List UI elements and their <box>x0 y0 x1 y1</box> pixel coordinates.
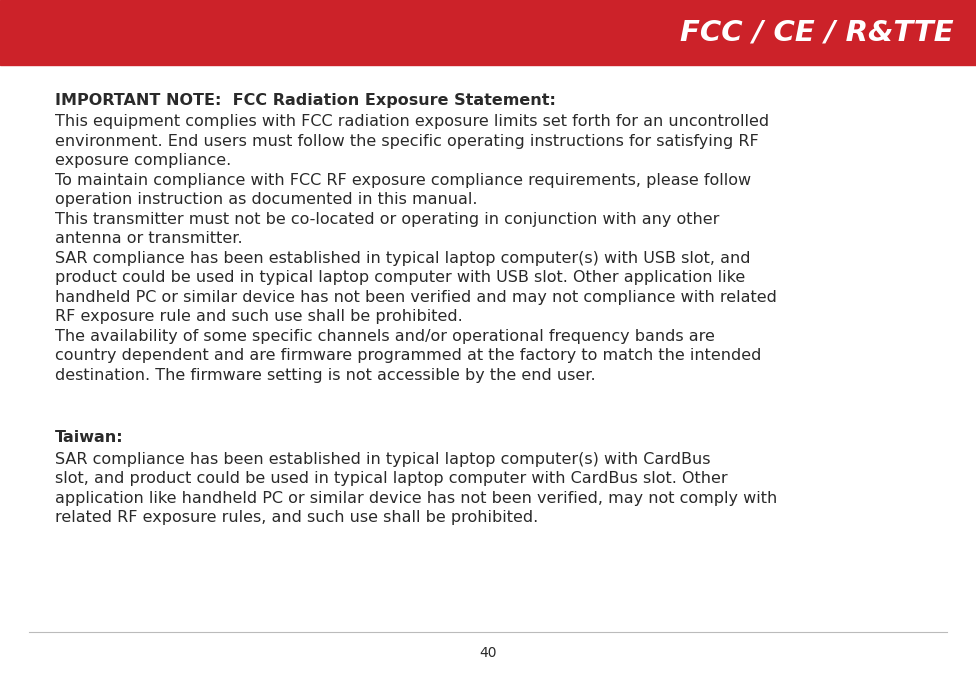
Text: SAR compliance has been established in typical laptop computer(s) with USB slot,: SAR compliance has been established in t… <box>55 251 751 266</box>
Text: antenna or transmitter.: antenna or transmitter. <box>55 232 243 246</box>
Text: environment. End users must follow the specific operating instructions for satis: environment. End users must follow the s… <box>55 134 758 149</box>
Text: SAR compliance has been established in typical laptop computer(s) with CardBus: SAR compliance has been established in t… <box>55 452 711 467</box>
Text: application like handheld PC or similar device has not been verified, may not co: application like handheld PC or similar … <box>55 491 777 506</box>
Text: related RF exposure rules, and such use shall be prohibited.: related RF exposure rules, and such use … <box>55 510 538 525</box>
Text: slot, and product could be used in typical laptop computer with CardBus slot. Ot: slot, and product could be used in typic… <box>55 471 728 486</box>
Text: The availability of some specific channels and/or operational frequency bands ar: The availability of some specific channe… <box>55 329 714 344</box>
Text: FCC / CE / R&TTE: FCC / CE / R&TTE <box>680 18 954 47</box>
Text: product could be used in typical laptop computer with USB slot. Other applicatio: product could be used in typical laptop … <box>55 271 746 286</box>
Text: This equipment complies with FCC radiation exposure limits set forth for an unco: This equipment complies with FCC radiati… <box>55 115 769 130</box>
Text: handheld PC or similar device has not been verified and may not compliance with : handheld PC or similar device has not be… <box>55 290 777 305</box>
Text: This transmitter must not be co-located or operating in conjunction with any oth: This transmitter must not be co-located … <box>55 212 719 227</box>
Text: destination. The firmware setting is not accessible by the end user.: destination. The firmware setting is not… <box>55 368 595 383</box>
Text: IMPORTANT NOTE:  FCC Radiation Exposure Statement:: IMPORTANT NOTE: FCC Radiation Exposure S… <box>55 93 556 108</box>
Text: RF exposure rule and such use shall be prohibited.: RF exposure rule and such use shall be p… <box>55 309 463 325</box>
Text: 40: 40 <box>479 646 497 660</box>
Text: exposure compliance.: exposure compliance. <box>55 153 231 169</box>
Text: country dependent and are firmware programmed at the factory to match the intend: country dependent and are firmware progr… <box>55 348 761 363</box>
Text: operation instruction as documented in this manual.: operation instruction as documented in t… <box>55 192 477 207</box>
Bar <box>0 0 976 65</box>
Text: Taiwan:: Taiwan: <box>55 431 124 446</box>
Text: To maintain compliance with FCC RF exposure compliance requirements, please foll: To maintain compliance with FCC RF expos… <box>55 173 752 188</box>
